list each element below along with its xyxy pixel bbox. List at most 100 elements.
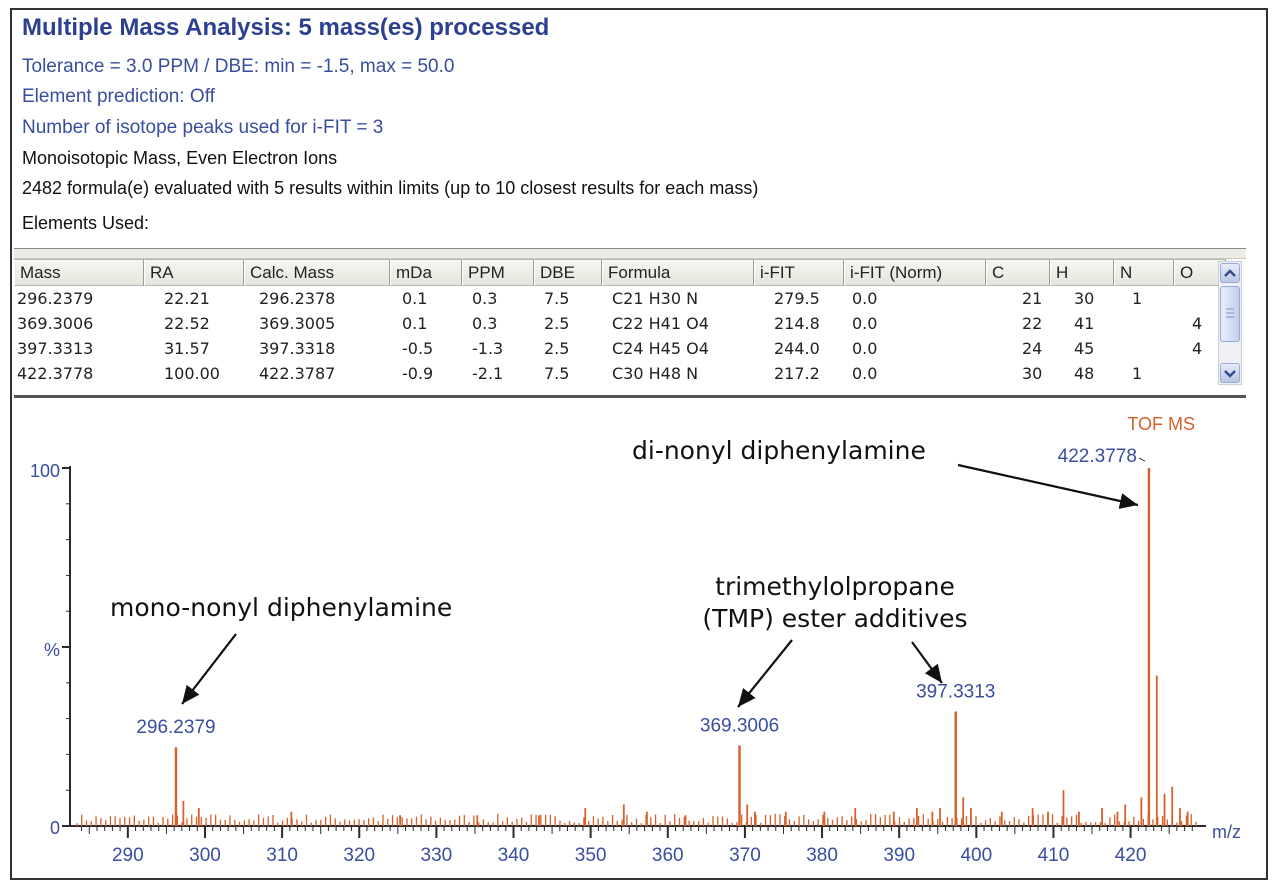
table-cell: 2.5 xyxy=(544,314,570,333)
table-cell: 45 xyxy=(1074,339,1095,358)
results-table: Mass RA Calc. Mass mDa PPM DBE Formula i-FIT i-F… xyxy=(14,248,1246,398)
peak-label: 422.3778 xyxy=(1058,446,1137,467)
table-cell: 217.2 xyxy=(774,364,820,383)
table-cell: 397.3313 xyxy=(17,339,94,358)
table-cell: 31.57 xyxy=(164,339,210,358)
table-cell: 7.5 xyxy=(544,364,570,383)
annotation-arrows xyxy=(181,463,1139,708)
x-tick-label: 330 xyxy=(421,845,453,866)
arrow-tmp-397-head xyxy=(924,663,942,683)
table-cell: C24 H45 O4 xyxy=(612,339,709,358)
chevron-up-icon xyxy=(1224,269,1236,277)
table-cell: -2.1 xyxy=(472,364,504,383)
table-cell: 30 xyxy=(1022,364,1043,383)
table-cell: 422.3778 xyxy=(17,364,94,383)
y-tick-100: 100 xyxy=(30,461,60,481)
scroll-thumb[interactable] xyxy=(1220,286,1240,342)
peak-label: 397.3313 xyxy=(916,681,995,702)
x-tick-label: 300 xyxy=(189,845,221,866)
table-scrollbar[interactable] xyxy=(1218,261,1242,385)
x-tick-label: 390 xyxy=(883,845,915,866)
table-cell: 22.52 xyxy=(164,314,210,333)
annotation-di-nonyl: di-nonyl diphenylamine xyxy=(632,436,926,465)
peak-label: 369.3006 xyxy=(700,715,779,736)
grip-icon xyxy=(1226,308,1234,318)
table-cell: 24 xyxy=(1022,339,1043,358)
annotation-tmp-line1: trimethylolpropane xyxy=(715,572,955,601)
column-header-n[interactable]: N xyxy=(1114,259,1174,286)
table-cell: 244.0 xyxy=(774,339,820,358)
table-cell: 369.3005 xyxy=(259,314,336,333)
report-title: Multiple Mass Analysis: 5 mass(es) proce… xyxy=(22,14,550,41)
y-tick-0: 0 xyxy=(50,818,60,838)
scroll-up-button[interactable] xyxy=(1220,263,1240,283)
instrument-label: TOF MS xyxy=(1127,414,1195,434)
arrow-di-nonyl xyxy=(957,463,1139,507)
table-cell: 0.0 xyxy=(852,289,878,308)
x-tick-label: 400 xyxy=(960,845,992,866)
table-cell: -0.9 xyxy=(402,364,434,383)
x-tick-label: 320 xyxy=(343,845,375,866)
arrow-mono-nonyl-head xyxy=(182,684,200,704)
table-cell: 0.0 xyxy=(852,364,878,383)
scroll-down-button[interactable] xyxy=(1220,363,1240,383)
column-header-h[interactable]: H xyxy=(1050,259,1114,286)
column-header-ra[interactable]: RA xyxy=(144,259,244,286)
table-cell: -1.3 xyxy=(472,339,504,358)
table-cell: 369.3006 xyxy=(17,314,94,333)
column-header-formula[interactable]: Formula xyxy=(602,259,754,286)
table-cell: 296.2378 xyxy=(259,289,336,308)
column-header-mda[interactable]: mDa xyxy=(390,259,462,286)
table-cell: 22 xyxy=(1022,314,1043,333)
column-header-mass[interactable]: Mass xyxy=(14,259,144,286)
table-cell: C22 H41 O4 xyxy=(612,314,709,333)
chevron-down-icon xyxy=(1224,370,1236,378)
x-tick-label: 380 xyxy=(806,845,838,866)
table-cell: 4 xyxy=(1192,339,1203,358)
table-cell: 2.5 xyxy=(544,339,570,358)
table-cell: 100.00 xyxy=(164,364,220,383)
formula-summary-line: 2482 formula(e) evaluated with 5 results… xyxy=(22,178,759,198)
table-cell: 0.3 xyxy=(472,314,498,333)
peak-labels: 296.2379 369.3006 397.3313 422.3778 xyxy=(136,446,1146,738)
column-header-ppm[interactable]: PPM xyxy=(462,259,534,286)
mass-type-line: Monoisotopic Mass, Even Electron Ions xyxy=(22,148,338,168)
spectrum-peaks xyxy=(76,468,1197,826)
x-tick-label: 350 xyxy=(575,845,607,866)
table-cell: 214.8 xyxy=(774,314,820,333)
x-tick-label: 360 xyxy=(652,845,684,866)
table-cell: 41 xyxy=(1074,314,1095,333)
figure-frame xyxy=(10,8,1268,880)
table-cell: 0.0 xyxy=(852,314,878,333)
table-cell: C21 H30 N xyxy=(612,289,699,308)
table-cell: 1 xyxy=(1132,289,1143,308)
column-header-calc-mass[interactable]: Calc. Mass xyxy=(244,259,390,286)
chart-axes xyxy=(62,466,1206,827)
table-cell: 422.3787 xyxy=(259,364,336,383)
table-cell: 48 xyxy=(1074,364,1095,383)
x-tick-label: 310 xyxy=(266,845,298,866)
table-cell: -0.5 xyxy=(402,339,434,358)
x-tick-label: 340 xyxy=(498,845,530,866)
column-header-o[interactable]: O xyxy=(1174,259,1226,286)
column-header-i-fit-norm[interactable]: i-FIT (Norm) xyxy=(844,259,986,286)
table-cell: 0.1 xyxy=(402,314,428,333)
table-cell: 30 xyxy=(1074,289,1095,308)
x-tick-label: 290 xyxy=(112,845,144,866)
table-cell: 1 xyxy=(1132,364,1143,383)
table-cell: 279.5 xyxy=(774,289,820,308)
x-axis-label: m/z xyxy=(1212,822,1241,842)
column-header-dbe[interactable]: DBE xyxy=(534,259,602,286)
peak-label: 296.2379 xyxy=(136,717,215,738)
table-cell: 296.2379 xyxy=(17,289,94,308)
chart-ticks: 290 300 310 320 330 340 350 360 370 380 390 400 410 4… xyxy=(81,826,1193,866)
annotation-tmp-line2: (TMP) ester additives xyxy=(702,604,968,633)
arrow-tmp-369-head xyxy=(738,687,756,707)
column-header-c[interactable]: C xyxy=(986,259,1050,286)
arrow-di-nonyl-head xyxy=(1118,493,1138,509)
x-tick-label: 370 xyxy=(729,845,761,866)
column-header-i-fit[interactable]: i-FIT xyxy=(754,259,844,286)
table-cell: 4 xyxy=(1192,314,1203,333)
table-cell: 0.1 xyxy=(402,289,428,308)
